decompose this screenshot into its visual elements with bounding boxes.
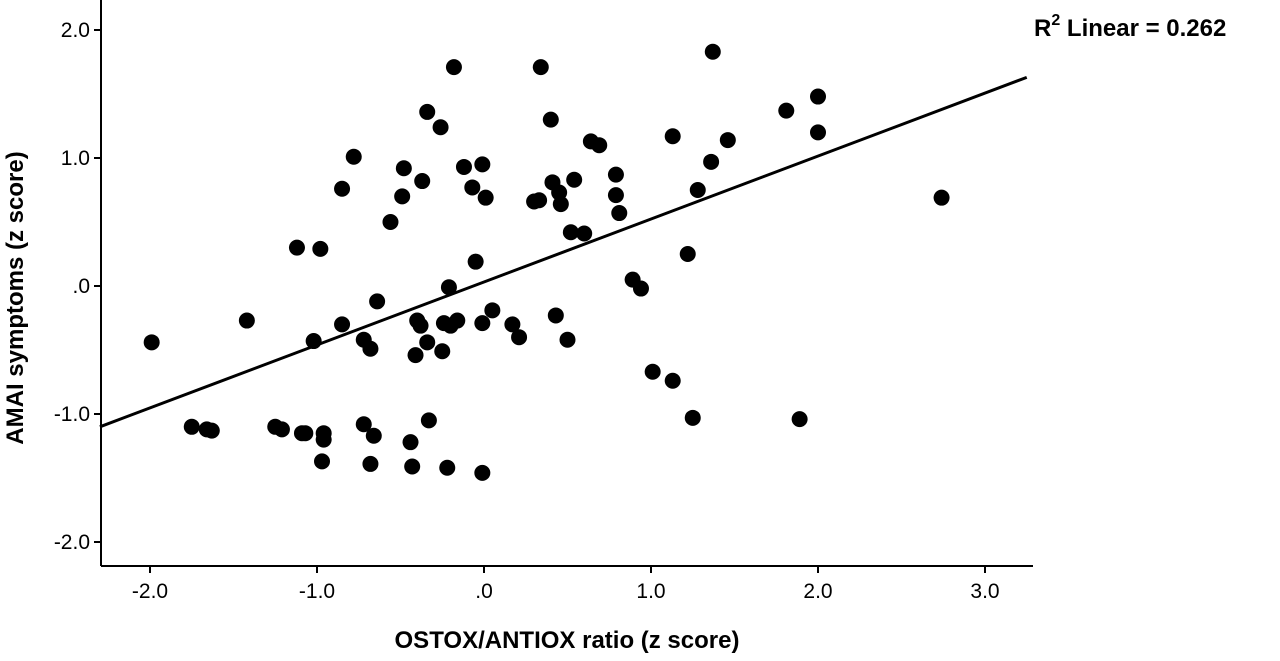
y-axis-ticks: -2.0 -1.0 .0 1.0 2.0 <box>54 19 101 554</box>
data-point <box>632 280 649 297</box>
data-point <box>312 240 329 257</box>
data-point <box>467 253 484 270</box>
data-point <box>305 333 322 350</box>
data-point <box>439 459 456 476</box>
y-tick-label: -1.0 <box>54 403 90 426</box>
data-point <box>547 307 564 324</box>
regression-fit-line <box>99 75 1028 429</box>
data-point <box>419 103 436 120</box>
data-point <box>933 189 950 206</box>
data-point <box>778 102 795 119</box>
data-point <box>810 88 826 105</box>
data-point <box>434 343 451 360</box>
y-tick-label: 2.0 <box>61 19 90 42</box>
data-point <box>704 43 721 60</box>
y-axis-title: AMAI symptoms (z score) <box>2 151 29 444</box>
data-point <box>474 464 491 481</box>
data-point <box>611 205 628 222</box>
y-tick-label: -2.0 <box>54 531 90 554</box>
data-point <box>238 312 255 329</box>
y-tick-label: 1.0 <box>61 147 90 170</box>
data-point <box>531 192 548 209</box>
x-tick-label: -1.0 <box>299 580 335 603</box>
data-point <box>532 59 549 76</box>
data-point <box>591 137 608 154</box>
data-point <box>273 421 290 438</box>
data-point <box>511 329 528 346</box>
r-squared-superscript: 2 <box>1051 12 1060 29</box>
data-point <box>314 453 331 470</box>
x-tick-label: 1.0 <box>636 580 665 603</box>
data-point <box>484 302 501 319</box>
data-point <box>288 239 305 256</box>
data-point <box>791 411 808 428</box>
data-point <box>203 422 220 439</box>
data-point <box>559 331 576 348</box>
data-point <box>566 171 583 188</box>
data-point <box>402 434 419 451</box>
data-point <box>719 132 736 149</box>
data-point <box>404 458 421 475</box>
x-tick-label: 2.0 <box>803 580 832 603</box>
data-point <box>474 315 491 332</box>
data-point <box>419 334 436 351</box>
data-point <box>445 59 462 76</box>
x-tick-label: 3.0 <box>970 580 999 603</box>
data-point <box>334 180 351 197</box>
data-point <box>365 427 382 444</box>
data-point <box>362 340 379 357</box>
r-squared-annotation: R2 Linear = 0.262 <box>1034 12 1226 42</box>
data-point <box>143 334 160 351</box>
r-squared-prefix: R <box>1034 15 1051 42</box>
data-point <box>315 431 332 448</box>
data-point <box>810 124 826 141</box>
data-point <box>395 160 412 177</box>
x-axis-ticks: -2.0 -1.0 .0 1.0 2.0 3.0 <box>132 566 1000 603</box>
y-tick-label: .0 <box>72 275 90 298</box>
data-point <box>407 347 424 364</box>
data-point <box>183 418 200 435</box>
data-point <box>664 128 681 145</box>
data-point <box>684 409 701 426</box>
data-point <box>542 111 559 128</box>
x-tick-label: .0 <box>475 580 493 603</box>
data-point <box>464 179 481 196</box>
data-point <box>562 224 579 241</box>
data-point <box>455 158 472 175</box>
data-point <box>449 312 466 329</box>
data-point <box>412 317 429 334</box>
data-point <box>664 372 681 389</box>
data-point <box>394 188 411 205</box>
data-points <box>143 43 950 481</box>
data-point <box>432 119 449 136</box>
data-point <box>703 153 720 170</box>
data-point <box>607 187 624 204</box>
data-point <box>420 412 437 429</box>
data-point <box>474 156 491 173</box>
data-point <box>607 166 624 183</box>
data-point <box>644 363 661 380</box>
data-point <box>552 196 569 213</box>
data-point <box>369 293 386 310</box>
data-point <box>414 173 431 190</box>
data-point <box>345 148 362 165</box>
data-point <box>477 189 494 206</box>
data-point <box>382 214 399 230</box>
data-point <box>334 316 351 333</box>
x-axis-title: OSTOX/ANTIOX ratio (z score) <box>395 627 740 654</box>
data-point <box>362 455 379 472</box>
data-point <box>440 279 457 296</box>
data-point <box>355 416 372 433</box>
data-point <box>689 182 706 198</box>
data-point <box>297 425 314 442</box>
data-point <box>576 225 593 242</box>
data-point <box>679 246 696 262</box>
x-tick-label: -2.0 <box>132 580 168 603</box>
data-point <box>504 316 521 333</box>
r-squared-label: Linear = 0.262 <box>1060 15 1226 42</box>
